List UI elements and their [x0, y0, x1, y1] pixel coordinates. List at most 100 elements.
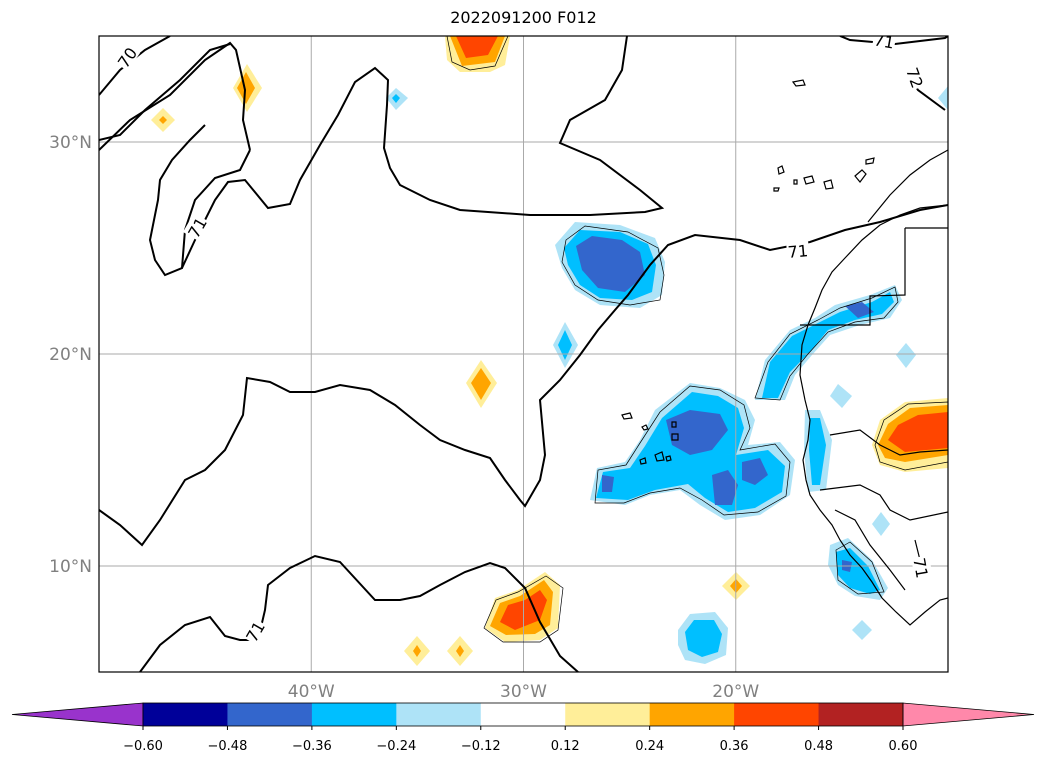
lon-label: 20°W	[712, 682, 759, 702]
island	[671, 421, 677, 428]
cool-patch	[809, 418, 826, 485]
island	[777, 165, 785, 175]
island	[654, 451, 665, 462]
border	[819, 484, 948, 521]
coastline-iberia-north	[867, 149, 948, 223]
lon-label: 40°W	[288, 682, 335, 702]
contour-label: 71	[909, 556, 931, 579]
cool-patch	[666, 410, 728, 455]
anomaly-contour	[483, 575, 564, 643]
height-contour	[148, 124, 251, 277]
contour-label-bg	[786, 240, 810, 260]
height-contour	[99, 43, 231, 141]
height-contour	[181, 36, 665, 269]
gridlines	[99, 36, 948, 672]
island	[641, 424, 649, 431]
colorbar-segment	[565, 703, 651, 726]
warm-patch	[413, 645, 421, 657]
colorbar-label: −0.24	[376, 739, 416, 754]
anomaly-contour	[594, 385, 791, 516]
contour-label-bg	[112, 42, 141, 72]
island	[621, 412, 633, 420]
anomaly-contour	[754, 286, 899, 401]
warm-patch	[456, 645, 464, 657]
lat-label: 10°N	[49, 557, 92, 577]
warm-patch	[888, 412, 948, 452]
lat-label: 20°N	[49, 345, 92, 365]
island	[639, 457, 647, 465]
contour-label-bg	[182, 212, 210, 242]
colorbar-label: −0.60	[123, 739, 163, 754]
island	[865, 157, 875, 165]
cool-patch	[602, 475, 614, 492]
island	[793, 179, 798, 185]
colorbar-segment	[649, 703, 735, 726]
height-contour	[99, 204, 948, 547]
height-contour	[139, 554, 579, 672]
lon-label: 30°W	[500, 682, 547, 702]
anomaly-patches	[151, 36, 948, 666]
colorbar-segment	[818, 703, 904, 726]
colorbar: −0.60 −0.48 −0.36 −0.24 −0.12 0.12 0.24 0.36 0.4…	[11, 702, 1035, 754]
anomaly-contour	[874, 401, 948, 471]
colorbar-segment	[396, 703, 482, 726]
coastline-africa	[799, 204, 948, 626]
cool-patch	[845, 302, 874, 318]
anomaly-contours	[446, 36, 948, 643]
cool-patch	[830, 384, 852, 408]
colorbar-extend-low	[11, 702, 144, 727]
coastlines	[621, 79, 948, 626]
colorbar-label: 0.48	[804, 739, 833, 754]
cool-patch	[852, 620, 872, 640]
cool-patch	[558, 330, 572, 360]
island	[803, 175, 815, 185]
cool-patch	[872, 512, 890, 536]
cool-patch	[896, 343, 916, 368]
warm-patch	[471, 368, 491, 400]
latitude-labels: 30°N 20°N 10°N	[49, 133, 92, 577]
island	[671, 433, 679, 441]
contour-label-bg	[911, 555, 933, 581]
anomaly-contour	[835, 541, 885, 595]
colorbar-label: 0.36	[720, 739, 749, 754]
island	[773, 187, 780, 192]
map-title: 2022091200 F012	[450, 8, 597, 27]
colorbar-label: 0.24	[635, 739, 664, 754]
contour-label-bg	[903, 63, 929, 91]
cool-patch	[836, 548, 880, 594]
island	[854, 169, 867, 183]
contour-label: 71	[787, 241, 809, 262]
island	[791, 79, 806, 87]
cool-patch	[685, 620, 722, 657]
contour-label-bg	[871, 36, 897, 51]
colorbar-label: −0.36	[292, 739, 332, 754]
longitude-labels: 40°W 30°W 20°W	[288, 682, 760, 702]
contour-label-bg	[240, 616, 268, 646]
colorbar-segment	[480, 703, 566, 726]
map-frame	[98, 35, 949, 673]
colorbar-label: 0.12	[551, 739, 580, 754]
cool-patch	[742, 458, 768, 485]
cool-patch	[392, 94, 400, 103]
cool-patch	[576, 236, 645, 292]
colorbar-segment	[227, 703, 313, 726]
cool-patch	[938, 86, 948, 110]
border	[829, 429, 948, 456]
border	[834, 509, 906, 591]
warm-patch	[237, 72, 255, 104]
cool-patch	[712, 470, 738, 505]
colorbar-label: −0.12	[461, 739, 501, 754]
colorbar-label: −0.48	[208, 739, 248, 754]
colorbar-outline	[142, 702, 904, 727]
lat-label: 30°N	[49, 133, 92, 153]
colorbar-segment	[734, 703, 820, 726]
anomaly-contour	[446, 36, 509, 71]
warm-patch	[456, 36, 498, 58]
colorbar-extend-high	[902, 702, 1035, 727]
colorbar-label: 0.60	[889, 739, 918, 754]
height-contour	[839, 36, 948, 46]
colorbar-segment	[311, 703, 397, 726]
island	[823, 179, 834, 190]
colorbar-segment	[143, 703, 228, 726]
